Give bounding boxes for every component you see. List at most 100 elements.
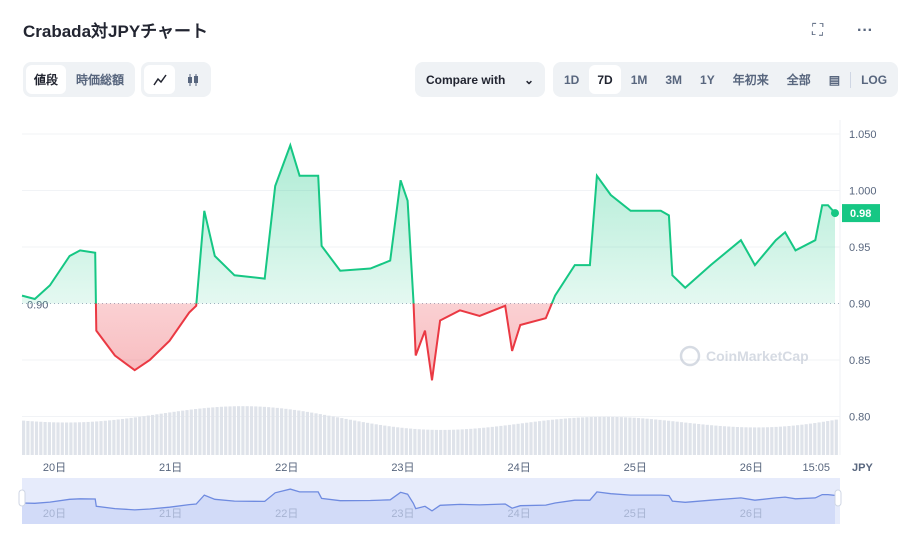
volume-bar — [654, 419, 658, 455]
volume-bar — [142, 416, 146, 455]
volume-bar — [172, 411, 176, 455]
volume-bar — [456, 429, 460, 455]
data-point — [134, 369, 136, 371]
current-price-dot — [831, 209, 839, 218]
volume-bar — [744, 427, 748, 455]
volume-bar — [56, 422, 60, 455]
volume-bar — [249, 406, 254, 455]
volume-bar — [830, 420, 834, 455]
volume-bar — [245, 406, 249, 455]
tab-price[interactable]: 値段 — [26, 65, 67, 94]
volume-bar — [740, 427, 744, 455]
volume-bar — [297, 410, 301, 455]
volume-bar — [727, 426, 731, 455]
data-point — [400, 180, 402, 182]
volume-bar — [602, 416, 606, 455]
volume-bar — [413, 428, 417, 455]
volume-bar — [327, 415, 331, 455]
page-title: Crabada対JPYチャート — [23, 22, 208, 41]
last-time-label: 15:05 — [802, 462, 830, 474]
data-point — [389, 260, 391, 262]
volume-bar — [722, 426, 727, 455]
data-point — [589, 264, 591, 266]
volume-bar — [357, 421, 361, 455]
volume-bar — [417, 429, 421, 455]
volume-bar — [151, 414, 155, 455]
volume-bar — [112, 419, 116, 455]
volume-bar — [576, 417, 580, 455]
volume-bar — [34, 421, 39, 455]
data-point — [684, 287, 686, 289]
volume-bar — [718, 425, 722, 455]
data-point — [439, 320, 441, 322]
chart-style-toggle — [141, 62, 211, 97]
data-point — [479, 315, 481, 317]
fullscreen-icon[interactable]: ⛶ — [812, 22, 824, 39]
data-point — [114, 355, 116, 357]
price-line-down — [94, 303, 553, 381]
data-point — [204, 210, 206, 212]
navigator-area — [22, 489, 835, 524]
more-icon[interactable]: ··· — [857, 22, 873, 39]
range-1m[interactable]: 1M — [630, 72, 648, 87]
volume-bar — [30, 421, 34, 455]
watermark: CoinMarketCap — [679, 345, 809, 367]
range-7d[interactable]: 7D — [589, 65, 621, 94]
data-point — [672, 274, 674, 276]
volume-bar — [675, 421, 679, 455]
volume-bar — [198, 408, 202, 455]
range-3m[interactable]: 3M — [665, 72, 683, 87]
data-point — [596, 175, 598, 177]
volume-bar — [641, 418, 645, 455]
volume-bar — [550, 419, 555, 455]
volume-bar — [314, 413, 318, 455]
x-tick-label: 23日 — [391, 462, 414, 474]
range-all[interactable]: 全部 — [786, 73, 811, 87]
line-chart-icon[interactable] — [144, 65, 175, 94]
volume-bar — [787, 426, 791, 455]
range-ytd[interactable]: 年初来 — [732, 73, 769, 87]
volume-bar — [288, 409, 292, 455]
volume-bar — [215, 407, 219, 455]
range-1d[interactable]: 1D — [564, 72, 580, 87]
volume-bar — [761, 427, 765, 455]
range-1y[interactable]: 1Y — [700, 72, 715, 87]
volume-bar — [525, 422, 529, 455]
volume-bar — [26, 420, 30, 455]
navigator-handle[interactable] — [18, 489, 26, 507]
volume-bar — [688, 423, 692, 455]
volume-bar — [206, 407, 211, 455]
volume-bar — [219, 406, 223, 455]
volume-bar — [783, 426, 787, 455]
volume-bar — [452, 429, 456, 455]
volume-bar — [662, 420, 666, 455]
volume-bar — [473, 428, 477, 455]
data-point — [630, 210, 632, 212]
volume-bar — [430, 429, 434, 455]
candlestick-icon[interactable] — [177, 65, 208, 94]
navigator-handle[interactable] — [834, 489, 842, 507]
current-price-badge — [842, 204, 880, 223]
volume-bar — [69, 422, 73, 455]
log-toggle[interactable]: LOG — [861, 72, 888, 87]
volume-bar — [374, 424, 378, 455]
volume-bar — [271, 407, 275, 455]
volume-bar — [834, 419, 838, 455]
volume-bar — [267, 407, 271, 455]
data-point — [21, 295, 23, 297]
volume-bar — [800, 424, 804, 455]
calendar-icon[interactable]: ▤ — [828, 72, 841, 87]
volume-bar — [361, 422, 365, 455]
volume-bar — [598, 416, 602, 455]
volume-bar — [353, 420, 357, 455]
data-point — [511, 350, 513, 352]
compare-select[interactable]: Compare with ⌄ — [415, 62, 545, 97]
tab-market-cap[interactable]: 時価総額 — [76, 73, 125, 87]
data-point — [94, 252, 96, 254]
volume-bar — [185, 410, 189, 455]
data-point — [274, 185, 276, 187]
data-point — [740, 239, 742, 241]
volume-bar — [589, 417, 593, 455]
volume-bar — [176, 411, 180, 455]
